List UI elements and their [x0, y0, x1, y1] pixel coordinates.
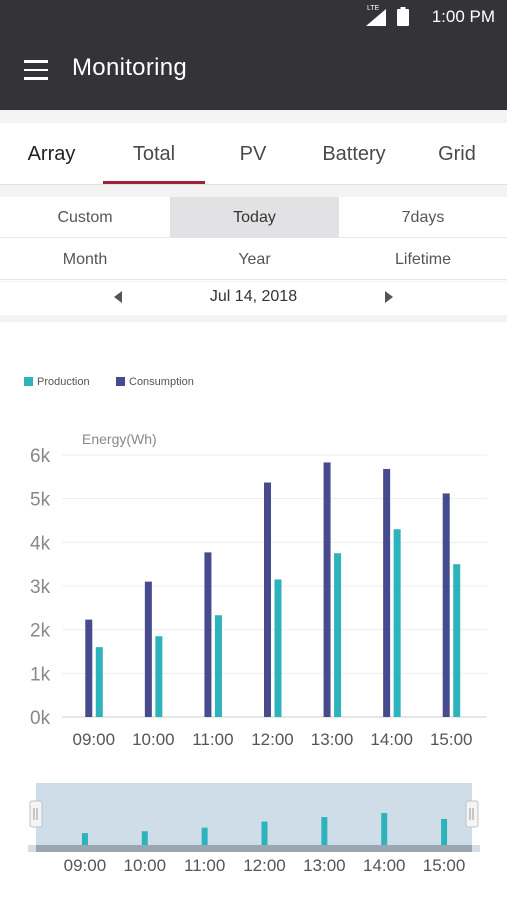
chevron-left-icon[interactable] [114, 291, 122, 303]
status-bar: LTE 1:00 PM [0, 0, 507, 34]
tab-grid[interactable]: Grid [438, 143, 476, 165]
hamburger-menu-icon[interactable] [24, 60, 48, 80]
bar-consumption[interactable] [85, 619, 93, 717]
period-lifetime-button[interactable]: Lifetime [394, 251, 452, 268]
app-bar: Monitoring [0, 34, 507, 110]
bar-production[interactable] [274, 579, 282, 717]
legend-item-consumption[interactable]: Consumption [116, 376, 194, 388]
navigator-right-handle[interactable] [465, 800, 479, 828]
period-selector: Custom Today 7days Month Year Lifetime [0, 197, 507, 281]
bar-production[interactable] [334, 553, 342, 717]
x-tick-label: 11:00 [192, 730, 233, 749]
legend-item-production[interactable]: Production [24, 376, 90, 388]
y-tick-label: 0k [30, 708, 51, 729]
period-month-button[interactable]: Month [62, 251, 108, 268]
tab-bar: Array Total PV Battery Grid [0, 123, 507, 185]
y-tick-label: 2k [30, 621, 51, 642]
navigator-x-tick-label: 10:00 [124, 856, 167, 875]
x-tick-label: 14:00 [370, 730, 413, 749]
range-navigator[interactable]: 09:00 10:00 11:00 12:00 13:00 14:00 15:00 [0, 780, 507, 880]
navigator-bar [261, 821, 268, 845]
period-7days-button[interactable]: 7days [401, 209, 445, 226]
navigator-left-handle[interactable] [29, 800, 43, 828]
bar-consumption[interactable] [442, 493, 450, 717]
navigator-x-tick-label: 15:00 [423, 856, 466, 875]
y-axis-title: Energy(Wh) [82, 431, 157, 447]
chevron-right-icon[interactable] [385, 291, 393, 303]
page-title: Monitoring [72, 54, 188, 81]
navigator-selected-range [36, 783, 472, 846]
signal-icon [366, 9, 386, 26]
bar-production[interactable] [155, 636, 163, 717]
navigator-x-tick-label: 11:00 [184, 856, 225, 875]
tab-total[interactable]: Total [132, 143, 176, 165]
date-navigator: Jul 14, 2018 [0, 282, 507, 315]
x-tick-label: 09:00 [73, 730, 116, 749]
navigator-bar [381, 813, 388, 845]
period-today-button[interactable]: Today [170, 197, 339, 238]
bar-production[interactable] [214, 615, 222, 717]
bar-consumption[interactable] [383, 468, 391, 717]
energy-bar-chart: Energy(Wh) 0k 1k 2k 3k 4k 5k 6k 09:00 10:00 11:0… [30, 431, 487, 749]
legend-label: Production [37, 376, 90, 388]
x-tick-label: 12:00 [251, 730, 294, 749]
navigator-x-tick-label: 09:00 [64, 856, 107, 875]
period-row: Custom Today 7days [0, 197, 507, 238]
period-custom-button[interactable]: Custom [57, 209, 113, 226]
tab-pv[interactable]: PV [239, 143, 267, 165]
period-year-button[interactable]: Year [238, 251, 271, 268]
bar-consumption[interactable] [264, 482, 271, 717]
navigator-x-tick-label: 14:00 [363, 856, 406, 875]
legend-swatch-consumption [116, 377, 125, 386]
legend-swatch-production [24, 377, 33, 386]
x-tick-label: 13:00 [311, 730, 354, 749]
period-row: Month Year Lifetime [0, 239, 507, 280]
navigator-bar [141, 831, 148, 845]
network-type-label: LTE [367, 5, 380, 12]
battery-icon [397, 7, 409, 26]
bar-consumption[interactable] [323, 462, 331, 717]
y-tick-label: 1k [30, 664, 51, 685]
active-tab-indicator [103, 181, 205, 184]
navigator-scrollbar-thumb[interactable] [36, 845, 472, 852]
y-tick-label: 3k [30, 577, 51, 598]
bar-production[interactable] [453, 564, 461, 717]
navigator-bar [201, 827, 208, 845]
bar-consumption[interactable] [204, 552, 212, 717]
navigator-bar [441, 818, 448, 845]
bar-production[interactable] [95, 647, 103, 717]
y-tick-label: 6k [30, 446, 51, 467]
legend-label: Consumption [129, 376, 194, 388]
tab-battery[interactable]: Battery [322, 143, 386, 165]
current-date: Jul 14, 2018 [209, 288, 298, 305]
navigator-bar [81, 833, 88, 845]
navigator-x-tick-label: 13:00 [303, 856, 346, 875]
navigator-x-tick-label: 12:00 [243, 856, 286, 875]
bar-production[interactable] [393, 529, 401, 717]
y-tick-label: 5k [30, 490, 51, 511]
bar-consumption[interactable] [144, 581, 152, 717]
tab-array[interactable]: Array [27, 143, 76, 165]
status-time: 1:00 PM [431, 7, 495, 26]
navigator-bar [321, 817, 328, 845]
x-tick-label: 15:00 [430, 730, 473, 749]
y-tick-label: 4k [30, 533, 51, 554]
x-tick-label: 10:00 [132, 730, 175, 749]
